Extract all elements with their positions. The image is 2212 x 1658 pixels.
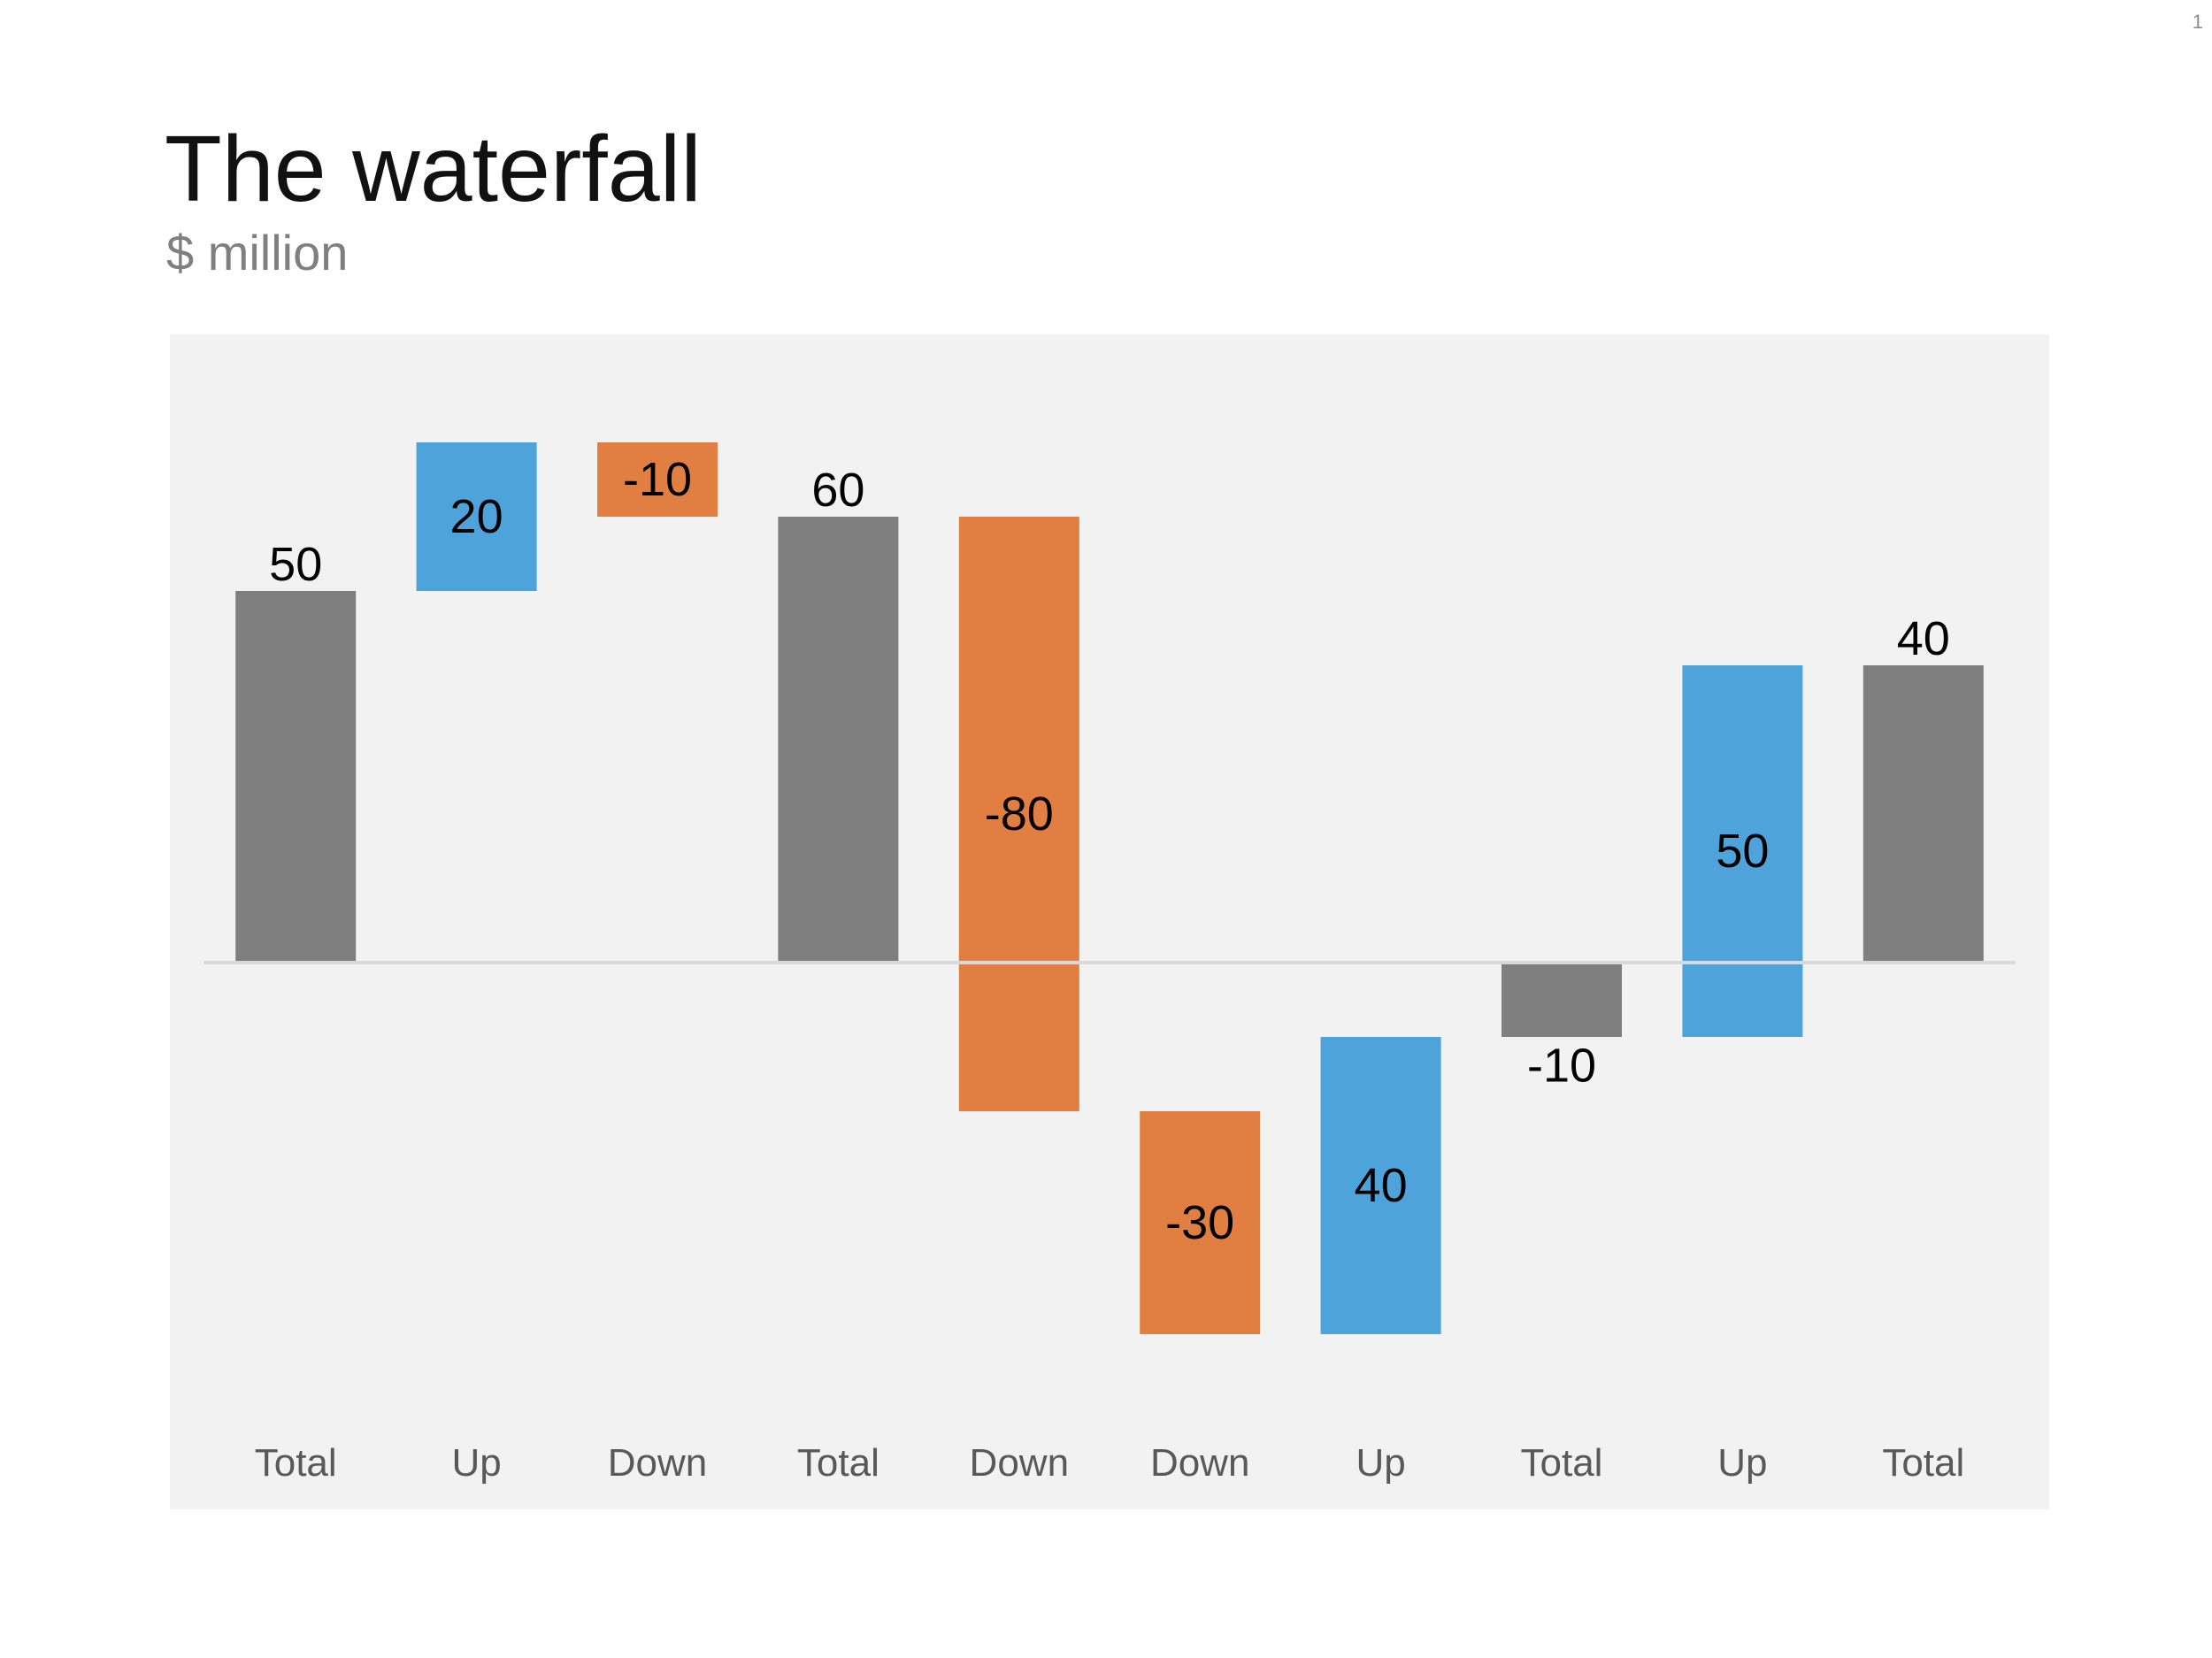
category-label-4: Total — [797, 1441, 879, 1485]
page-subtitle: $ million — [166, 225, 349, 280]
data-label-5: -80 — [985, 787, 1054, 841]
data-label-8: -10 — [1527, 1039, 1596, 1092]
bar-8-total — [1502, 963, 1622, 1037]
category-label-10: Total — [1882, 1441, 1964, 1485]
category-label-6: Down — [1150, 1441, 1250, 1485]
data-label-9: 50 — [1716, 825, 1769, 878]
bar-5-down — [958, 517, 1079, 1111]
chart-canvas: 50 20 -10 60 -80 -30 40 -10 50 40 Total Up Down Total… — [204, 442, 2016, 1485]
waterfall-chart: 50 20 -10 60 -80 -30 40 -10 50 40 Total Up Down Total… — [170, 334, 2049, 1509]
data-label-6: -30 — [1165, 1196, 1234, 1249]
category-label-7: Up — [1356, 1441, 1405, 1485]
page-number: 1 — [2192, 11, 2203, 33]
bar-7-up — [1320, 1037, 1441, 1334]
data-label-3: -10 — [623, 453, 692, 506]
category-label-5: Down — [970, 1441, 1070, 1485]
bar-4-total — [778, 517, 899, 963]
data-label-7: 40 — [1355, 1159, 1408, 1212]
data-label-4: 60 — [811, 464, 864, 517]
bar-1-total — [235, 591, 357, 963]
data-label-10: 40 — [1897, 612, 1950, 665]
category-label-8: Total — [1521, 1441, 1603, 1485]
bar-2-up — [416, 442, 537, 591]
data-label-1: 50 — [269, 538, 322, 591]
category-label-3: Down — [608, 1441, 708, 1485]
page-title: The waterfall — [165, 117, 702, 221]
category-label-1: Total — [255, 1441, 337, 1485]
category-label-2: Up — [451, 1441, 501, 1485]
data-label-2: 20 — [450, 490, 503, 543]
bar-9-up — [1682, 665, 1803, 1037]
bar-10-total — [1863, 665, 1984, 963]
category-label-9: Up — [1717, 1441, 1767, 1485]
bar-6-down — [1140, 1111, 1261, 1334]
bar-3-down — [597, 442, 718, 517]
